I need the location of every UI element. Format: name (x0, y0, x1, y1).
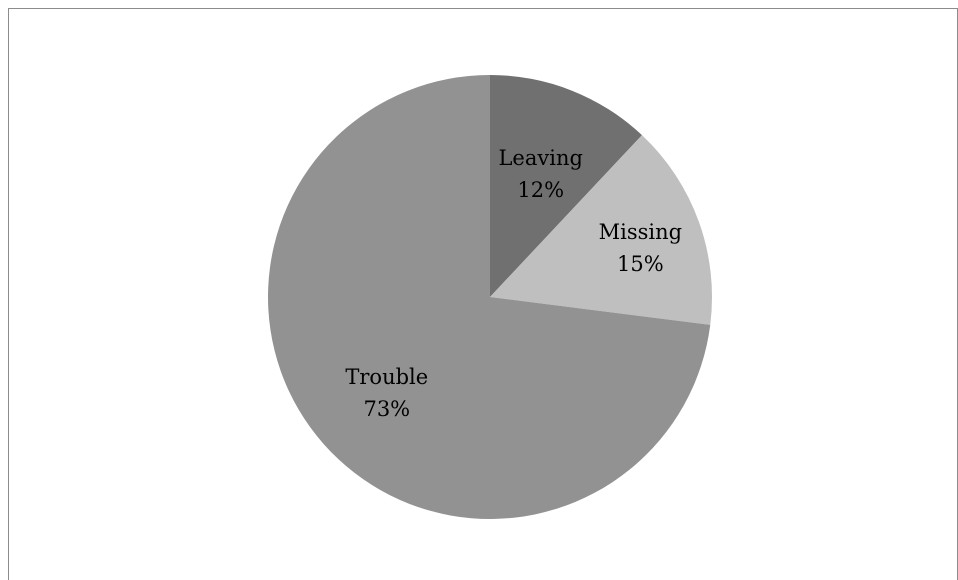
pie-labels: Leaving 12% Missing 15% Trouble 73% (345, 146, 682, 421)
pie-label-category: Trouble (345, 365, 428, 389)
pie-label-percent: 73% (363, 397, 410, 421)
pie-slices (268, 75, 712, 519)
pie-label-percent: 15% (617, 252, 664, 276)
pie-slice-trouble (268, 75, 711, 519)
pie-label-category: Leaving (498, 146, 582, 170)
pie-label-category: Missing (599, 220, 682, 244)
pie-slice-leaving (490, 75, 642, 297)
pie-label-trouble: Trouble 73% (345, 365, 428, 421)
pie-label-percent: 12% (517, 178, 564, 202)
pie-slice-missing (490, 135, 712, 325)
pie-label-missing: Missing 15% (599, 220, 682, 276)
pie-label-leaving: Leaving 12% (498, 146, 582, 202)
